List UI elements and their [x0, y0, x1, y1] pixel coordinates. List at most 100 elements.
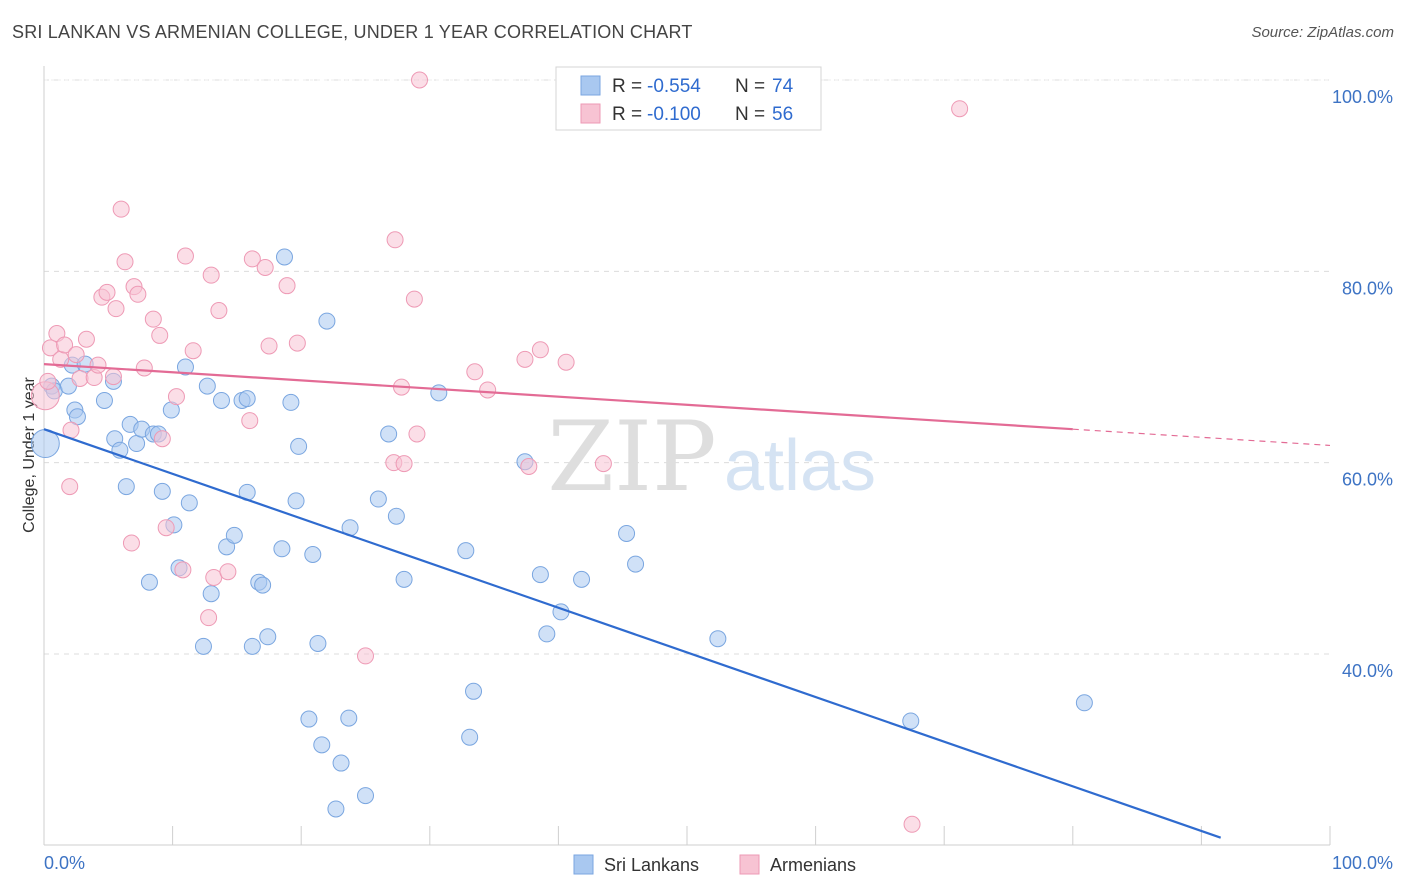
armenians-point-35	[219, 563, 237, 581]
armenians-point-51	[479, 381, 497, 399]
y-axis-title: College, Under 1 year	[21, 377, 38, 533]
sri-lankans-point-48	[327, 800, 345, 818]
y-tick-labels: 40.0% 60.0% 80.0% 100.0%	[1332, 87, 1393, 681]
sri-lankans-point-60	[465, 682, 483, 700]
armenians-point-33	[205, 568, 223, 586]
armenians-point-58	[951, 100, 969, 118]
armenians-point-25	[153, 430, 171, 448]
sri-lankans-point-37	[259, 628, 277, 646]
armenians-point-17	[112, 200, 130, 218]
sri-lankans-point-28	[212, 391, 230, 409]
armenians-point-49	[411, 71, 429, 89]
armenians-point-50	[466, 363, 484, 381]
sri-lankans-trend-line	[43, 428, 1222, 839]
sri-lankans-point-67	[627, 555, 645, 573]
sri-lankans-point-62	[531, 566, 549, 584]
sri-lankans-point-70	[1075, 694, 1093, 712]
sri-lankans-point-19	[153, 482, 171, 500]
sri-lankans-point-45	[309, 634, 327, 652]
legend-n-value-2: 56	[772, 104, 793, 125]
armenians-point-39	[260, 337, 278, 355]
armenians-point-19	[122, 534, 140, 552]
armenians-point-31	[200, 609, 218, 627]
sri-lankans-point-66	[618, 524, 636, 542]
armenians-point-6	[61, 478, 79, 496]
sri-lankans-point-36	[254, 576, 272, 594]
armenians-point-54	[531, 341, 549, 359]
legend-r-value-1: -0.554	[647, 76, 701, 97]
sri-lankans-point-63	[538, 625, 556, 643]
sri-lankans-point-54	[380, 425, 398, 443]
sri-lankans-point-59	[461, 728, 479, 746]
sri-lankans-point-14	[128, 435, 146, 453]
series-legend: Sri Lankans Armenians	[573, 854, 856, 875]
legend-swatch-armenians	[580, 103, 601, 124]
sri-lankans-point-43	[300, 710, 318, 728]
armenians-point-8	[67, 346, 85, 364]
bottom-legend-swatch-sri-lankans	[573, 854, 594, 875]
sri-lankans-point-23	[176, 358, 194, 376]
y-tick-label-80: 80.0%	[1342, 278, 1393, 298]
armenians-point-14	[98, 283, 116, 301]
armenians-point-10	[77, 330, 95, 348]
armenians-point-18	[116, 253, 134, 271]
armenians-point-46	[395, 455, 413, 473]
armenians-point-55	[557, 353, 575, 371]
stats-legend: R = -0.554 N = 74 R = -0.100 N = 56	[555, 66, 822, 131]
armenians-point-24	[151, 326, 169, 344]
armenians-point-52	[516, 350, 534, 368]
armenians-point-22	[135, 359, 153, 377]
x-tick-label-max: 100.0%	[1332, 853, 1393, 873]
armenians-point-38	[256, 259, 274, 277]
armenians-point-28	[174, 561, 192, 579]
sri-lankans-point-27	[202, 585, 220, 603]
armenians-point-32	[202, 266, 220, 284]
bottom-legend-label-sri-lankans: Sri Lankans	[604, 855, 699, 875]
armenians-point-21	[129, 285, 147, 303]
armenians-point-44	[386, 231, 404, 249]
armenians-point-5	[56, 336, 74, 354]
sri-lankans-point-46	[313, 736, 331, 754]
watermark-atlas: atlas	[724, 426, 876, 506]
sri-lankans-point-44	[304, 546, 322, 564]
y-tick-label-60: 60.0%	[1342, 470, 1393, 490]
armenians-point-29	[176, 247, 194, 265]
x-tick-label-min: 0.0%	[44, 853, 85, 873]
armenians-point-30	[184, 342, 202, 360]
sri-lankans-point-50	[340, 709, 358, 727]
sri-lankans-point-32	[238, 390, 256, 408]
sri-lankans-point-69	[902, 712, 920, 730]
sri-lankans-point-8	[95, 391, 113, 409]
armenians-point-23	[144, 310, 162, 328]
armenians-point-34	[210, 302, 228, 320]
sri-lankans-point-30	[225, 526, 243, 544]
sri-lankans-point-41	[287, 492, 305, 510]
armenians-point-1	[39, 372, 57, 390]
sri-lankans-point-49	[332, 754, 350, 772]
sri-lankans-point-65	[573, 570, 591, 588]
legend-swatch-sri-lankans	[580, 75, 601, 96]
armenians-point-53	[520, 457, 538, 475]
sri-lankans-point-57	[430, 384, 448, 402]
x-ticks	[43, 826, 1331, 845]
armenians-trend-extension	[1072, 428, 1331, 447]
armenians-trend-line	[43, 363, 1073, 431]
armenians-point-40	[278, 277, 296, 295]
armenians-point-42	[357, 647, 374, 665]
legend-n-label-2: N =	[735, 104, 765, 125]
watermark: ZIP atlas	[547, 401, 876, 513]
sri-lankans-point-26	[198, 377, 216, 395]
sri-lankans-point-68	[709, 630, 727, 648]
sri-lankans-point-52	[357, 787, 374, 805]
sri-lankans-point-16	[140, 573, 158, 591]
armenians-point-47	[405, 290, 423, 308]
bottom-legend-label-armenians: Armenians	[770, 855, 856, 875]
armenians-point-9	[71, 369, 89, 387]
armenians-point-41	[288, 334, 306, 352]
armenians-point-16	[107, 300, 125, 318]
armenians-point-27	[167, 388, 185, 406]
sri-lankans-point-47	[318, 312, 336, 330]
y-tick-label-100: 100.0%	[1332, 87, 1393, 107]
armenians-point-15	[104, 368, 122, 386]
